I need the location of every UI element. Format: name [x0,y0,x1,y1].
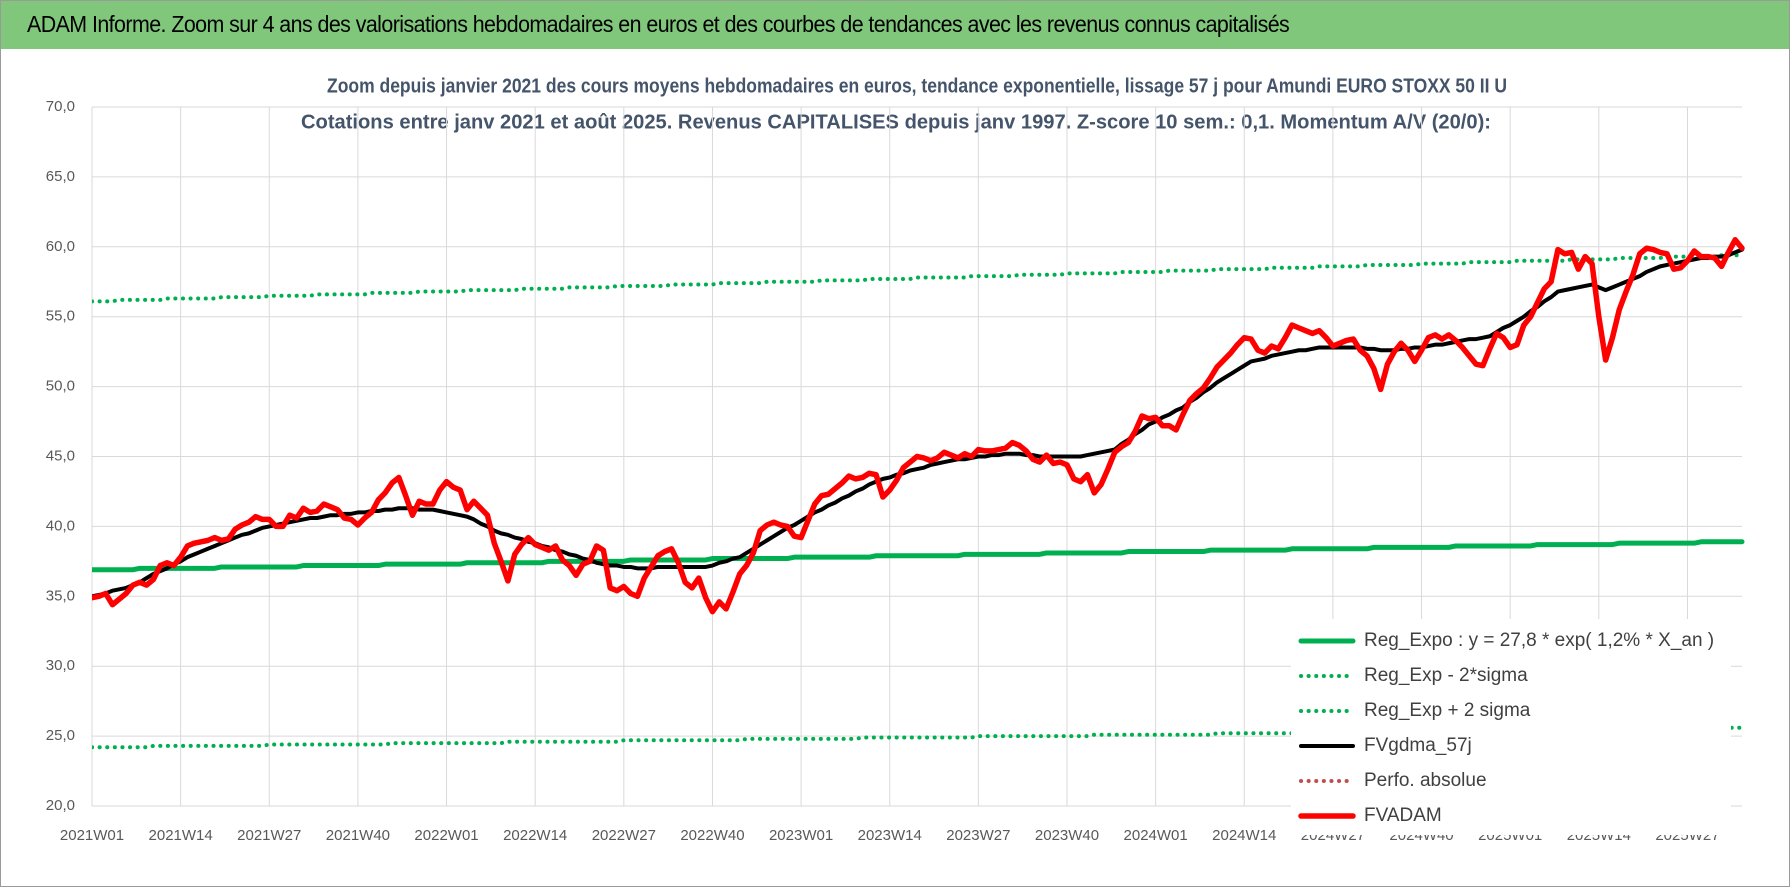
y-tick-label: 25,0 [46,727,75,744]
series-line [92,247,1744,599]
header-title: ADAM Informe. Zoom sur 4 ans des valoris… [27,11,1290,37]
y-tick-label: 70,0 [46,98,75,115]
y-tick-label: 50,0 [46,378,75,395]
x-tick-label: 2022W40 [680,827,744,844]
y-tick-label: 30,0 [46,657,75,674]
series-line [92,253,1744,304]
chart-subtitle: Cotations entre janv 2021 et août 2025. … [301,111,1491,133]
y-tick-label: 60,0 [46,238,75,255]
legend-label: FVgdma_57j [1364,735,1472,756]
legend-label: Reg_Exp - 2*sigma [1364,665,1528,686]
x-tick-label: 2023W01 [769,827,833,844]
x-tick-label: 2022W14 [503,827,567,844]
chart-title: Zoom depuis janvier 2021 des cours moyen… [327,75,1507,97]
x-tick-label: 2022W27 [592,827,656,844]
legend-label: Reg_Expo : y = 27,8 * exp( 1,2% * X_an ) [1364,630,1714,651]
x-tick-label: 2021W14 [149,827,213,844]
x-tick-label: 2024W14 [1212,827,1276,844]
y-tick-label: 20,0 [46,797,75,814]
x-tick-label: 2023W40 [1035,827,1099,844]
legend-label: FVADAM [1364,805,1442,826]
x-tick-label: 2023W27 [946,827,1010,844]
x-tick-label: 2022W01 [414,827,478,844]
y-tick-label: 40,0 [46,517,75,534]
chart: Zoom depuis janvier 2021 des cours moyen… [46,75,1745,844]
x-tick-label: 2023W14 [858,827,922,844]
header-bar: ADAM Informe. Zoom sur 4 ans des valoris… [1,1,1789,49]
x-tick-label: 2021W01 [60,827,124,844]
x-tick-label: 2021W40 [326,827,390,844]
series-line [92,237,1745,615]
legend-label: Perfo. absolue [1364,770,1487,791]
series-line [92,539,1745,573]
y-tick-label: 35,0 [46,587,75,604]
legend-label: Reg_Exp + 2 sigma [1364,700,1531,721]
legend-box [1291,619,1731,835]
y-tick-label: 65,0 [46,168,75,185]
y-tick-label: 45,0 [46,447,75,464]
x-tick-label: 2021W27 [237,827,301,844]
x-tick-label: 2024W01 [1124,827,1188,844]
y-tick-label: 55,0 [46,308,75,325]
